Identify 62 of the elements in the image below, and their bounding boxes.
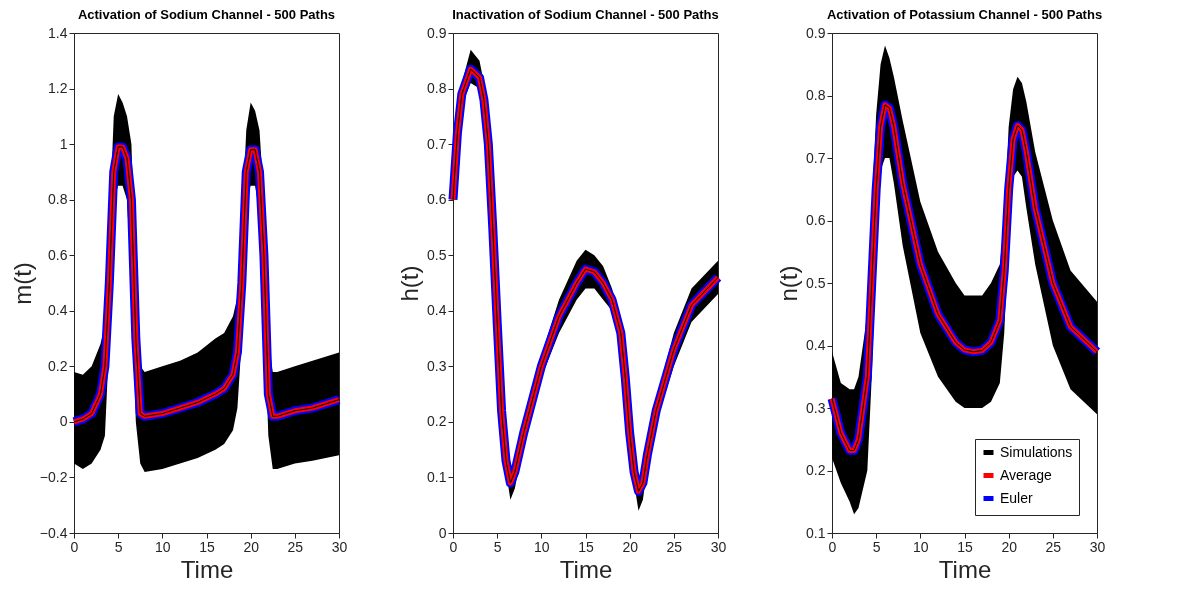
- y-tick-label: −0.2: [39, 468, 68, 485]
- y-tick-label: 0.6: [48, 246, 68, 263]
- y-axis-title: h(t): [396, 265, 424, 302]
- y-tick-label: 0.7: [806, 149, 826, 166]
- x-tick-label: 20: [1001, 538, 1018, 555]
- y-tick-label: 0.6: [806, 212, 826, 228]
- chart-title: Inactivation of Sodium Channel - 500 Paths: [452, 7, 719, 22]
- x-tick-label: 25: [1045, 538, 1062, 555]
- y-tick-label: 0.2: [427, 413, 447, 430]
- x-tick-label: 0: [828, 538, 837, 555]
- x-tick-label: 25: [287, 538, 304, 555]
- x-tick-label: 20: [243, 538, 260, 555]
- y-tick-label: 0.9: [806, 24, 826, 41]
- y-tick-label: 0.5: [806, 274, 826, 291]
- legend-label: Simulations: [1000, 443, 1073, 460]
- chart-title: Activation of Potassium Channel - 500 Paths: [826, 7, 1103, 22]
- x-tick-label: 10: [913, 538, 929, 555]
- y-tick-label: 0.9: [427, 24, 447, 41]
- y-tick-label: 0.3: [427, 357, 447, 374]
- x-tick-label: 15: [957, 538, 973, 555]
- x-tick-label: 30: [1089, 538, 1106, 555]
- legend-label: Average: [1000, 466, 1053, 483]
- y-tick-label: −0.4: [39, 524, 68, 541]
- x-tick-label: 30: [331, 538, 348, 555]
- x-tick-label: 15: [578, 538, 594, 555]
- x-tick-label: 25: [666, 538, 683, 555]
- y-tick-label: 0: [438, 524, 447, 541]
- y-tick-label: 0.5: [427, 246, 447, 263]
- y-tick-label: 0.1: [427, 468, 447, 485]
- x-tick-label: 15: [199, 538, 215, 555]
- y-tick-label: 0.2: [48, 357, 68, 374]
- y-tick-label: 0.6: [427, 191, 447, 208]
- y-tick-label: 0: [59, 413, 68, 430]
- x-tick-label: 30: [710, 538, 727, 555]
- y-tick-label: 0.1: [806, 524, 826, 541]
- y-axis-title: n(t): [775, 265, 803, 302]
- x-tick-label: 0: [70, 538, 79, 555]
- x-tick-label: 10: [534, 538, 550, 555]
- y-tick-label: 1: [59, 135, 68, 152]
- y-tick-label: 1.2: [48, 80, 68, 97]
- y-axis-title: m(t): [8, 262, 36, 305]
- x-tick-label: 5: [114, 538, 123, 555]
- x-axis-title: Time: [938, 555, 992, 583]
- x-tick-label: 5: [872, 538, 881, 555]
- x-tick-label: 10: [155, 538, 171, 555]
- y-tick-label: 0.3: [806, 399, 826, 416]
- y-tick-label: 0.8: [806, 87, 826, 103]
- y-tick-label: 1.4: [48, 24, 68, 41]
- y-tick-label: 0.7: [427, 135, 447, 152]
- x-tick-label: 20: [622, 538, 639, 555]
- legend-label: Euler: [1000, 489, 1034, 506]
- x-axis-title: Time: [180, 555, 234, 583]
- chart-title: Activation of Sodium Channel - 500 Paths: [77, 7, 336, 22]
- y-tick-label: 0.8: [48, 191, 68, 208]
- x-tick-label: 0: [449, 538, 458, 555]
- y-tick-label: 0.4: [48, 302, 68, 319]
- y-tick-label: 0.2: [806, 462, 826, 478]
- x-tick-label: 5: [493, 538, 502, 555]
- y-tick-label: 0.4: [806, 337, 826, 353]
- x-axis-title: Time: [559, 555, 613, 583]
- y-tick-label: 0.8: [427, 80, 447, 97]
- y-tick-label: 0.4: [427, 302, 447, 319]
